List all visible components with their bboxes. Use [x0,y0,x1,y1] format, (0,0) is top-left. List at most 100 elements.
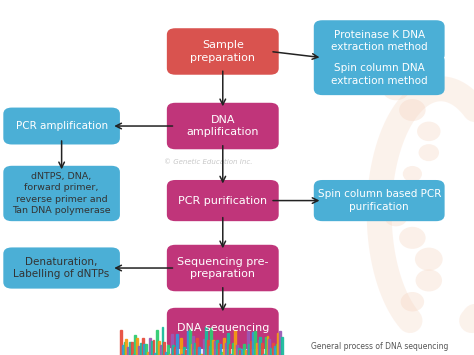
Bar [239,350,241,355]
Ellipse shape [384,207,408,226]
FancyBboxPatch shape [314,180,445,221]
Text: Spin column DNA
extraction method: Spin column DNA extraction method [331,63,428,86]
Bar [182,354,183,355]
Bar [189,329,191,355]
Text: Denaturation,
Labelling of dNTPs: Denaturation, Labelling of dNTPs [13,257,110,279]
Ellipse shape [416,269,442,291]
Bar [200,354,201,355]
Bar [245,350,247,355]
Ellipse shape [382,77,410,100]
Bar [183,346,185,355]
Bar [241,349,243,355]
FancyBboxPatch shape [314,20,445,61]
Bar [178,354,180,355]
Bar [261,343,263,355]
FancyBboxPatch shape [167,180,279,221]
Bar [225,343,227,355]
Bar [250,341,252,355]
Bar [209,345,210,355]
FancyBboxPatch shape [167,308,279,349]
Bar [212,340,214,355]
Text: dNTPS, DNA,
forward primer,
reverse primer and
Tan DNA polymerase: dNTPS, DNA, forward primer, reverse prim… [12,172,111,215]
Text: DNA sequencing: DNA sequencing [177,323,269,333]
Bar [246,331,248,355]
Text: DNA
amplification: DNA amplification [187,115,259,137]
Bar [153,340,155,355]
Bar [198,347,200,355]
Bar [221,352,223,355]
FancyBboxPatch shape [167,245,279,291]
Bar [214,341,216,355]
Bar [252,332,254,355]
Bar [169,354,171,355]
Ellipse shape [401,292,424,312]
Bar [276,344,278,355]
Bar [223,338,225,355]
Bar [265,337,267,355]
Bar [279,331,281,355]
FancyBboxPatch shape [3,108,120,144]
FancyBboxPatch shape [314,54,445,95]
Ellipse shape [383,56,409,78]
Bar [167,345,169,355]
Bar [171,334,173,355]
Bar [227,333,228,355]
Bar [165,352,167,355]
Text: Sample
preparation: Sample preparation [190,40,255,63]
Bar [180,338,182,355]
FancyBboxPatch shape [167,28,279,75]
Ellipse shape [419,144,439,161]
Bar [174,347,176,355]
Ellipse shape [415,248,443,271]
Text: © Genetic Education Inc.: © Genetic Education Inc. [164,159,253,164]
Bar [270,348,272,355]
Bar [248,344,250,355]
Bar [129,342,131,355]
Bar [125,339,127,355]
Bar [281,337,283,355]
Bar [149,338,151,355]
Bar [145,344,147,355]
Bar [138,346,140,355]
Bar [160,345,162,355]
Bar [156,330,158,355]
Bar [201,354,203,355]
Bar [155,353,156,355]
Ellipse shape [417,121,440,141]
Bar [140,343,142,355]
Text: PCR purification: PCR purification [178,196,267,206]
Bar [219,344,221,355]
Text: Sequencing pre-
preparation: Sequencing pre- preparation [177,257,269,279]
Bar [127,348,129,355]
Ellipse shape [399,227,426,249]
Bar [268,339,270,355]
Bar [274,346,276,355]
Bar [232,343,234,355]
Bar [133,354,135,355]
Bar [234,330,236,355]
Ellipse shape [399,99,426,121]
Bar [151,341,153,355]
Text: Proteinase K DNA
extraction method: Proteinase K DNA extraction method [331,29,428,52]
Bar [257,339,259,355]
Bar [124,342,126,355]
Text: Spin column based PCR
purification: Spin column based PCR purification [318,189,441,212]
Bar [120,330,122,355]
Ellipse shape [386,187,406,204]
Bar [218,343,219,355]
Bar [272,343,274,355]
Bar [263,354,265,355]
Bar [205,327,207,355]
Bar [192,336,194,355]
Text: General process of DNA sequencing: General process of DNA sequencing [310,342,448,351]
Bar [254,331,256,355]
Bar [147,352,149,355]
Bar [122,345,124,355]
Bar [259,337,261,355]
Bar [136,338,138,355]
Bar [135,335,137,355]
Bar [173,345,174,355]
Bar [237,348,239,355]
Bar [203,339,205,355]
Bar [256,343,258,355]
